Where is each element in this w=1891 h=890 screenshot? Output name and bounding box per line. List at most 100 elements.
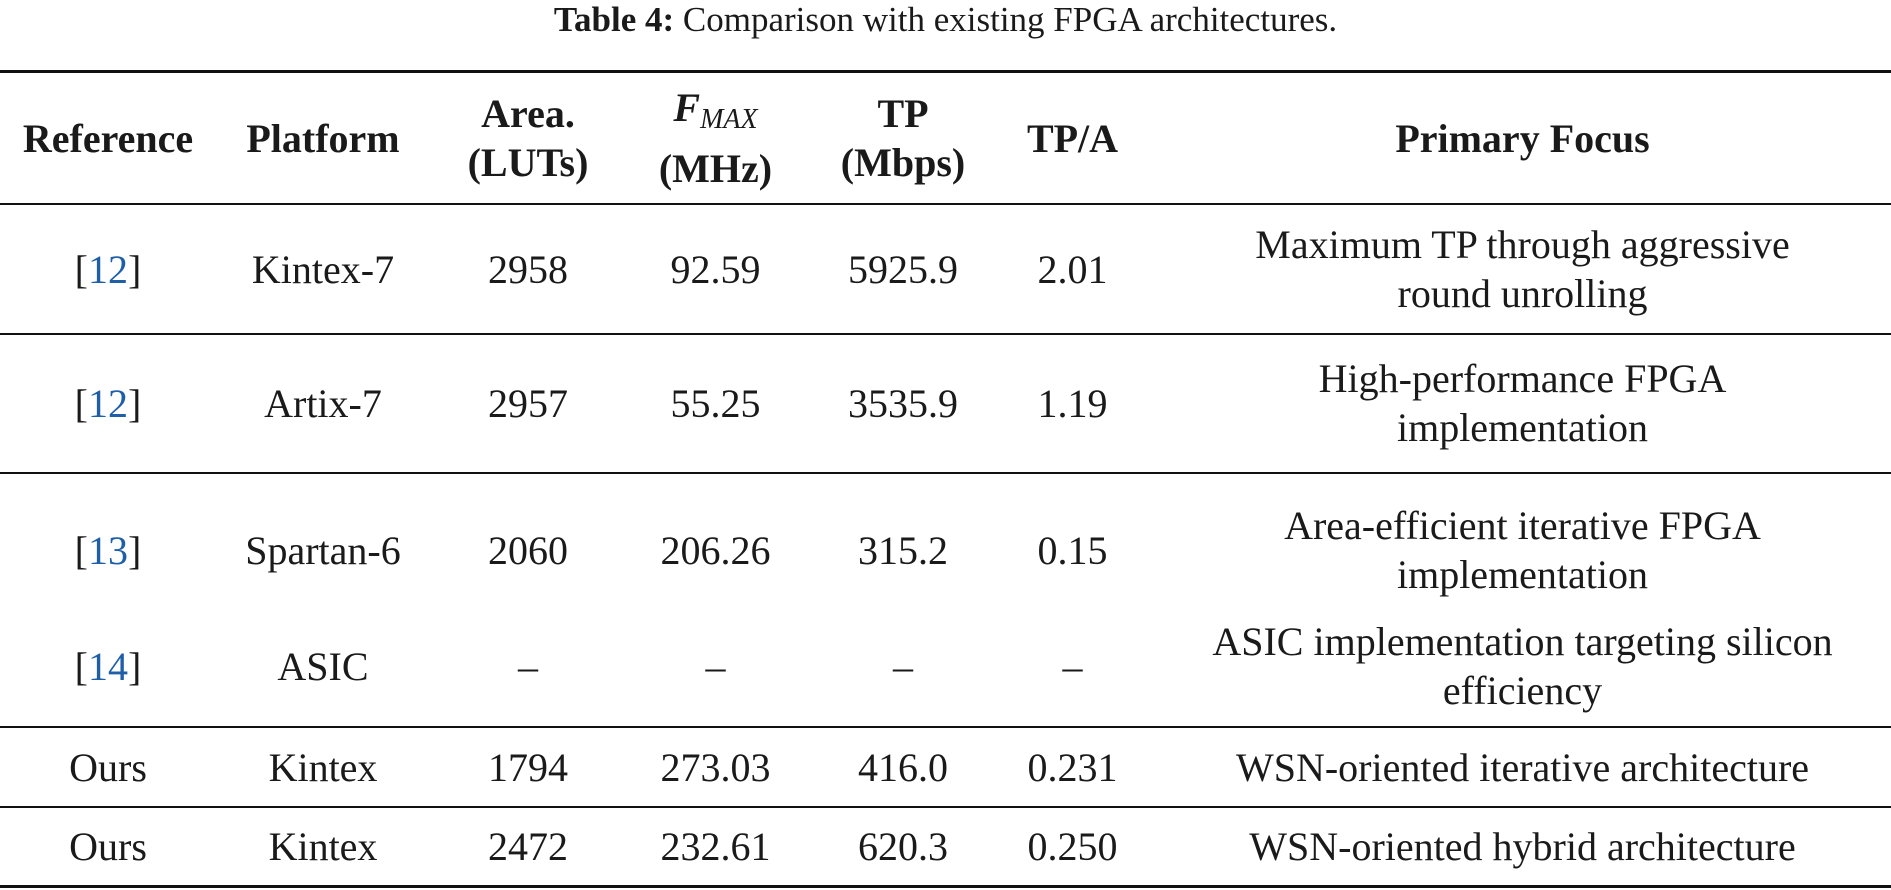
- cell-fmax-value: 206.26: [660, 527, 771, 573]
- cell-focus: Maximum TP through aggressive round unro…: [1160, 205, 1885, 333]
- cell-tp: 315.2: [813, 474, 993, 626]
- cell-fmax: –: [628, 616, 803, 716]
- cell-tp-value: 315.2: [858, 527, 948, 573]
- citation-number[interactable]: 12: [88, 380, 128, 426]
- cell-focus: WSN-oriented iterative architecture: [1160, 728, 1885, 806]
- cell-tp-value: 416.0: [858, 744, 948, 790]
- cell-area: 2472: [438, 808, 618, 885]
- header-rule: [0, 203, 1891, 205]
- cell-tpa-value: 0.250: [1027, 824, 1118, 869]
- cell-focus-line1: Area-efficient iterative FPGA: [1284, 503, 1761, 548]
- cell-fmax-value: 92.59: [670, 246, 761, 292]
- cell-tpa: –: [1000, 616, 1145, 716]
- header-tpa-label: TP/A: [1026, 115, 1119, 161]
- cell-fmax-value: 55.25: [670, 380, 761, 426]
- cell-fmax: 273.03: [628, 728, 803, 806]
- cell-tpa: 0.250: [1000, 808, 1145, 885]
- header-focus: Primary Focus: [1160, 74, 1885, 202]
- cell-focus-line1: WSN-oriented iterative architecture: [1235, 744, 1810, 790]
- bottom-rule: [0, 885, 1891, 888]
- cell-reference[interactable]: [12]: [8, 205, 208, 333]
- cell-platform-value: Artix-7: [264, 380, 382, 426]
- cell-tp: 5925.9: [813, 205, 993, 333]
- cell-platform-value: Kintex: [268, 824, 378, 869]
- fmax-subscript: MAX: [700, 104, 758, 135]
- caption-label: Table 4:: [553, 0, 675, 39]
- cell-platform-value: Spartan-6: [245, 527, 401, 573]
- cell-focus-line2: implementation: [1396, 552, 1649, 597]
- cell-tp-value: 620.3: [858, 824, 948, 869]
- citation-link[interactable]: [13]: [74, 527, 142, 573]
- cell-area-value: 2472: [488, 824, 568, 869]
- cell-focus: Area-efficient iterative FPGA implementa…: [1160, 474, 1885, 626]
- cell-focus: WSN-oriented hybrid architecture: [1160, 808, 1885, 885]
- cell-tp-value: –: [893, 643, 913, 689]
- citation-number[interactable]: 14: [88, 643, 128, 689]
- cell-reference: Ours: [8, 808, 208, 885]
- cell-focus: High-performance FPGA implementation: [1160, 335, 1885, 471]
- header-focus-label: Primary Focus: [1395, 115, 1650, 161]
- header-area: Area. (LUTs): [438, 74, 618, 202]
- citation-link[interactable]: [12]: [74, 380, 142, 426]
- cell-reference[interactable]: [14]: [8, 616, 208, 716]
- header-tp-line1: TP: [877, 91, 929, 136]
- cell-focus-line1: ASIC implementation targeting silicon: [1212, 619, 1833, 664]
- cell-focus: ASIC implementation targeting silicon ef…: [1160, 616, 1885, 716]
- cell-tp: 620.3: [813, 808, 993, 885]
- row-divider: [0, 806, 1891, 808]
- cell-fmax: 55.25: [628, 335, 803, 471]
- cell-platform: Kintex: [218, 728, 428, 806]
- cell-reference: Ours: [8, 728, 208, 806]
- cell-platform: Kintex: [218, 808, 428, 885]
- cell-area: –: [438, 616, 618, 716]
- cell-area: 2060: [438, 474, 618, 626]
- citation-number[interactable]: 12: [88, 246, 128, 292]
- cell-fmax: 232.61: [628, 808, 803, 885]
- cell-tpa-value: 2.01: [1037, 246, 1108, 292]
- top-rule: [0, 70, 1891, 73]
- header-reference-label: Reference: [22, 115, 194, 161]
- header-platform-label: Platform: [246, 115, 400, 161]
- cell-area: 2957: [438, 335, 618, 471]
- cell-tpa-value: 0.15: [1037, 527, 1108, 573]
- cell-reference-value: Ours: [69, 744, 147, 790]
- cell-area-value: 2060: [488, 527, 568, 573]
- header-tpa: TP/A: [1000, 74, 1145, 202]
- cell-focus-line1: High-performance FPGA: [1318, 356, 1727, 401]
- cell-area-value: –: [518, 643, 538, 689]
- cell-focus-line2: round unrolling: [1397, 271, 1648, 316]
- cell-tp-value: 3535.9: [848, 380, 958, 426]
- cell-reference[interactable]: [12]: [8, 335, 208, 471]
- cell-fmax-value: –: [705, 643, 726, 689]
- cell-tp: –: [813, 616, 993, 716]
- header-fmax-line2: (MHz): [658, 146, 773, 191]
- header-fmax: FMAX (MHz): [628, 74, 803, 202]
- citation-link[interactable]: [14]: [74, 643, 142, 689]
- row-divider: [0, 472, 1891, 474]
- cell-tpa: 0.231: [1000, 728, 1145, 806]
- cell-focus-line1: Maximum TP through aggressive: [1255, 222, 1790, 267]
- fmax-symbol: F: [673, 85, 701, 130]
- header-area-line2: (LUTs): [467, 140, 589, 185]
- cell-tpa: 2.01: [1000, 205, 1145, 333]
- caption-text: Comparison with existing FPGA architectu…: [682, 0, 1338, 39]
- cell-fmax: 206.26: [628, 474, 803, 626]
- cell-platform-value: Kintex: [268, 744, 378, 790]
- cell-area-value: 2958: [488, 246, 568, 292]
- header-reference: Reference: [8, 74, 208, 202]
- cell-tpa: 0.15: [1000, 474, 1145, 626]
- cell-area-value: 1794: [488, 744, 568, 790]
- header-fmax-line1: FMAX: [673, 83, 757, 144]
- cell-tp-value: 5925.9: [848, 246, 958, 292]
- cell-reference-value: Ours: [69, 824, 147, 869]
- table-caption: Table 4: Comparison with existing FPGA a…: [0, 0, 1891, 40]
- cell-area: 1794: [438, 728, 618, 806]
- citation-number[interactable]: 13: [88, 527, 128, 573]
- header-area-line1: Area.: [481, 91, 575, 136]
- citation-link[interactable]: [12]: [74, 246, 142, 292]
- row-divider: [0, 333, 1891, 335]
- cell-fmax: 92.59: [628, 205, 803, 333]
- header-platform: Platform: [218, 74, 428, 202]
- header-tp-line2: (Mbps): [840, 140, 966, 185]
- cell-reference[interactable]: [13]: [8, 474, 208, 626]
